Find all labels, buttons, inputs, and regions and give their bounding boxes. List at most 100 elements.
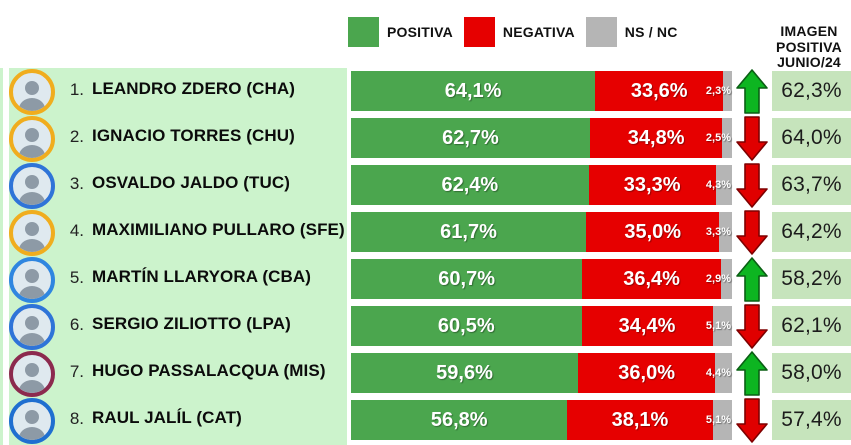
positiva-value: 62,4% — [441, 173, 499, 196]
row-rank: 1. — [69, 80, 84, 99]
nsnc-value: 2,3% — [705, 85, 731, 97]
imagen-positiva-value: 64,0% — [772, 118, 851, 158]
nsnc-segment — [720, 259, 732, 299]
negativa-value: 36,0% — [618, 361, 675, 384]
positiva-segment: 60,5% — [351, 306, 582, 346]
avatar — [9, 398, 55, 444]
nsnc-value: 4,4% — [705, 367, 731, 379]
row-rank: 7. — [69, 362, 84, 381]
governor-name: OSVALDO JALDO (TUC) — [92, 173, 291, 192]
imagen-positiva-value: 62,1% — [772, 306, 851, 346]
nsnc-value: 5,1% — [705, 320, 731, 332]
trend-down-arrow — [736, 210, 768, 255]
positiva-segment: 64,1% — [351, 71, 596, 111]
governor-row: 8. RAUL JALÍL (CAT) 56,8% 38,1% 5,1% 57,4% — [0, 397, 851, 444]
legend-item-positiva: POSITIVA — [348, 17, 453, 47]
imagen-positiva-value: 62,3% — [772, 71, 851, 111]
nsnc-value: 5,1% — [705, 414, 731, 426]
row-rank: 8. — [69, 409, 84, 428]
positiva-segment: 59,6% — [351, 353, 579, 393]
legend-label: NEGATIVA — [502, 24, 575, 40]
row-rank: 3. — [69, 174, 84, 193]
negativa-value: 38,1% — [611, 408, 669, 431]
governor-name: LEANDRO ZDERO (CHA) — [92, 79, 296, 98]
nsnc-segment — [719, 212, 732, 252]
positiva-segment: 56,8% — [351, 400, 568, 440]
governor-name: MARTÍN LLARYORA (CBA) — [92, 267, 311, 286]
imagen-positiva-value: 57,4% — [772, 400, 851, 440]
header-line: POSITIVA — [776, 38, 842, 55]
positiva-value: 60,7% — [438, 267, 495, 290]
positiva-value: 56,8% — [430, 408, 488, 431]
negativa-segment: 33,6% — [595, 71, 724, 111]
positiva-value: 62,7% — [442, 126, 499, 149]
positiva-value: 61,7% — [440, 220, 497, 243]
positiva-segment: 60,7% — [351, 259, 583, 299]
negativa-segment: 36,4% — [582, 259, 721, 299]
nsnc-segment — [715, 165, 732, 205]
legend-label: POSITIVA — [387, 24, 453, 40]
names-panel — [9, 68, 347, 445]
nsnc-value: 4,3% — [705, 179, 731, 191]
negativa-value: 36,4% — [623, 267, 680, 290]
trend-down-arrow — [736, 304, 768, 349]
governor-row: 5. MARTÍN LLARYORA (CBA) 60,7% 36,4% 2,9% 58,… — [0, 256, 851, 303]
imagen-positiva-value: 58,2% — [772, 259, 851, 299]
nsnc-segment — [712, 306, 732, 346]
row-rank: 2. — [69, 127, 84, 146]
avatar — [9, 116, 55, 162]
governor-row: 3. OSVALDO JALDO (TUC) 62,4% 33,3% 4,3% 63,7% — [0, 162, 851, 209]
imagen-positiva-header: IMAGEN POSITIVA JUNIO/24 — [767, 23, 851, 71]
avatar — [9, 351, 55, 397]
imagen-positiva-value: 63,7% — [772, 165, 851, 205]
legend: POSITIVA NEGATIVA NS / NC — [348, 17, 678, 47]
approval-bar: 62,4% 33,3% 4,3% — [351, 165, 732, 205]
nsnc-segment — [722, 118, 732, 158]
nsnc-value: 3,3% — [705, 226, 731, 238]
trend-down-arrow — [736, 163, 768, 208]
negativa-segment: 38,1% — [567, 400, 713, 440]
row-rank: 6. — [69, 315, 84, 334]
governor-name: RAUL JALÍL (CAT) — [92, 408, 242, 427]
header-line: JUNIO/24 — [777, 54, 841, 71]
governor-name: HUGO PASSALACQUA (MIS) — [92, 361, 326, 380]
nsnc-value: 2,5% — [705, 132, 731, 144]
positiva-segment: 62,4% — [351, 165, 589, 205]
positiva-segment: 61,7% — [351, 212, 587, 252]
negativa-value: 33,6% — [630, 79, 688, 102]
nsnc-segment — [712, 400, 732, 440]
approval-bar: 64,1% 33,6% 2,3% — [351, 71, 732, 111]
governor-name: SERGIO ZILIOTTO (LPA) — [92, 314, 291, 333]
negativa-segment: 33,3% — [588, 165, 716, 205]
governor-row: 2. IGNACIO TORRES (CHU) 62,7% 34,8% 2,5% 64,0… — [0, 115, 851, 162]
nsnc-segment — [715, 353, 732, 393]
avatar — [9, 69, 55, 115]
positiva-segment: 62,7% — [351, 118, 590, 158]
imagen-positiva-value: 58,0% — [772, 353, 851, 393]
nsnc-value: 2,9% — [705, 273, 731, 285]
negativa-segment: 36,0% — [578, 353, 716, 393]
trend-down-arrow — [736, 398, 768, 443]
trend-up-arrow — [736, 351, 768, 396]
trend-up-arrow — [736, 69, 768, 114]
imagen-positiva-value: 64,2% — [772, 212, 851, 252]
governor-row: 7. HUGO PASSALACQUA (MIS) 59,6% 36,0% 4,4% 58… — [0, 350, 851, 397]
approval-bar: 56,8% 38,1% 5,1% — [351, 400, 732, 440]
trend-down-arrow — [736, 116, 768, 161]
approval-bar: 61,7% 35,0% 3,3% — [351, 212, 732, 252]
governor-row: 4. MAXIMILIANO PULLARO (SFE) 61,7% 35,0% 3,3… — [0, 209, 851, 256]
nsnc-swatch-icon — [585, 17, 617, 47]
governor-row: 6. SERGIO ZILIOTTO (LPA) 60,5% 34,4% 5,1% 62,… — [0, 303, 851, 350]
negativa-value: 34,4% — [618, 314, 676, 337]
approval-bar: 62,7% 34,8% 2,5% — [351, 118, 732, 158]
negativa-value: 35,0% — [624, 220, 682, 243]
positiva-value: 59,6% — [436, 361, 493, 384]
negativa-segment: 34,8% — [589, 118, 723, 158]
trend-up-arrow — [736, 257, 768, 302]
avatar — [9, 163, 55, 209]
governor-name: IGNACIO TORRES (CHU) — [92, 126, 295, 145]
legend-item-negativa: NEGATIVA — [463, 17, 575, 47]
row-rank: 5. — [69, 268, 84, 287]
governor-name: MAXIMILIANO PULLARO (SFE) — [92, 220, 345, 239]
avatar — [9, 257, 55, 303]
